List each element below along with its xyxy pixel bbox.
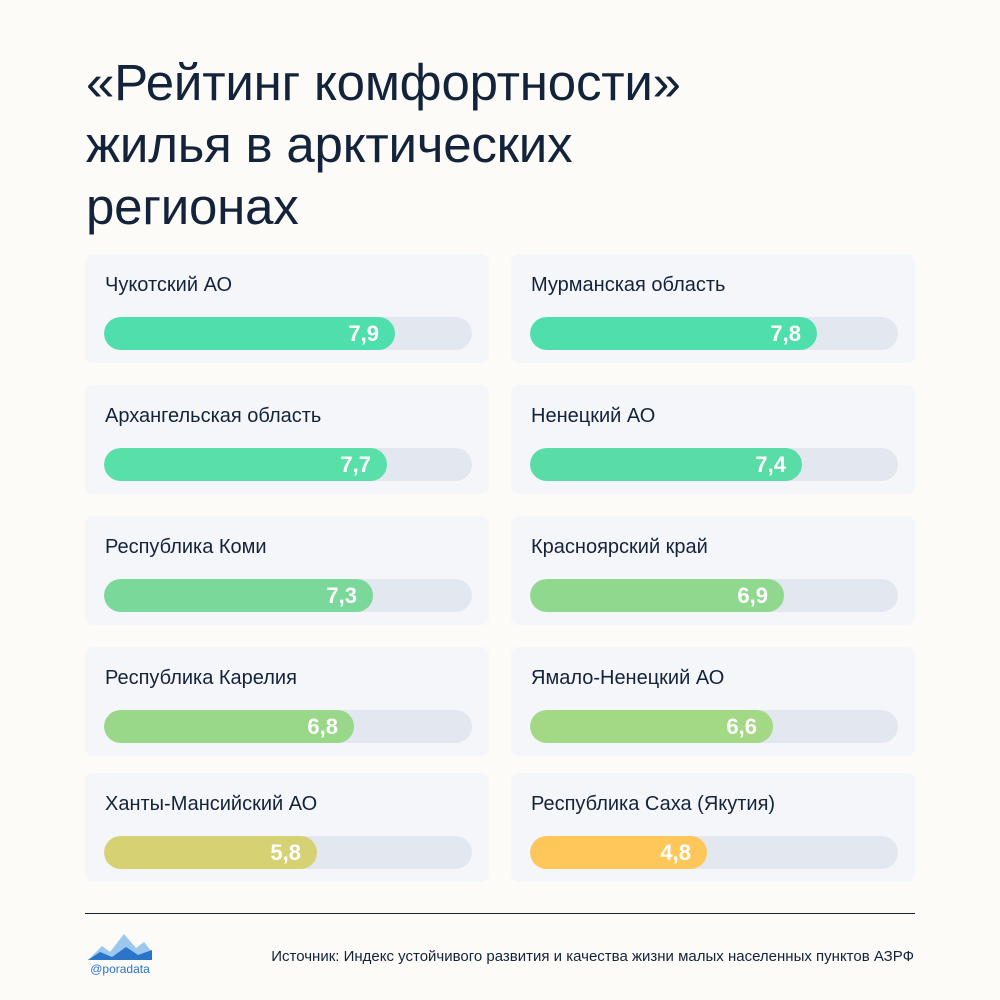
region-card: Чукотский АО 7,9	[85, 254, 489, 363]
bar-value-label: 6,8	[307, 714, 338, 739]
bar-value-label: 6,9	[737, 583, 768, 608]
bar-track: 4,8	[530, 836, 898, 869]
mountain-logo-icon	[88, 934, 152, 960]
bar: 7,3	[104, 579, 373, 612]
bar-track: 7,4	[530, 448, 898, 481]
region-label: Республика Коми	[105, 536, 267, 558]
title-line-1: «Рейтинг комфортности»	[86, 54, 681, 111]
bar-track: 5,8	[104, 836, 472, 869]
poradata-logo: @poradata	[84, 930, 156, 982]
logo-text: @poradata	[90, 962, 150, 976]
bar: 7,7	[104, 448, 387, 481]
region-label: Чукотский АО	[105, 274, 233, 296]
region-card: Ненецкий АО 7,4	[511, 385, 915, 494]
bar-track: 7,8	[530, 317, 898, 350]
region-card: Архангельская область 7,7	[85, 385, 489, 494]
title-line-3: регионах	[86, 178, 299, 235]
region-label: Республика Карелия	[105, 667, 297, 689]
source-note: Источник: Индекс устойчивого развития и …	[271, 948, 914, 965]
bar-value-label: 5,8	[270, 840, 301, 865]
region-card: Ямало-Ненецкий АО 6,6	[511, 647, 915, 756]
region-card: Красноярский край 6,9	[511, 516, 915, 625]
bar-value-label: 6,6	[726, 714, 757, 739]
bar-value-label: 7,3	[326, 583, 357, 608]
region-card: Республика Коми 7,3	[85, 516, 489, 625]
title-line-2: жилья в арктических	[86, 116, 573, 173]
bar: 4,8	[530, 836, 707, 869]
bar-track: 6,9	[530, 579, 898, 612]
bar: 7,9	[104, 317, 395, 350]
region-label: Ямало-Ненецкий АО	[531, 667, 725, 689]
bar-value-label: 7,4	[755, 452, 786, 477]
page-title: «Рейтинг комфортности» жилья в арктическ…	[86, 52, 906, 238]
bar-value-label: 7,8	[770, 321, 801, 346]
region-card: Ханты-Мансийский АО 5,8	[85, 773, 489, 882]
bar-track: 7,3	[104, 579, 472, 612]
region-card: Республика Саха (Якутия) 4,8	[511, 773, 915, 882]
bar: 7,4	[530, 448, 802, 481]
bar-value-label: 4,8	[660, 840, 691, 865]
footer-divider	[85, 913, 915, 914]
region-label: Архангельская область	[105, 405, 322, 427]
bar: 6,6	[530, 710, 773, 743]
bar-value-label: 7,7	[340, 452, 371, 477]
bar: 7,8	[530, 317, 817, 350]
bar: 6,8	[104, 710, 354, 743]
bar: 5,8	[104, 836, 317, 869]
region-label: Ненецкий АО	[531, 405, 656, 427]
bar-value-label: 7,9	[348, 321, 379, 346]
bar: 6,9	[530, 579, 784, 612]
bar-track: 6,6	[530, 710, 898, 743]
bar-track: 6,8	[104, 710, 472, 743]
bar-track: 7,7	[104, 448, 472, 481]
bar-track: 7,9	[104, 317, 472, 350]
region-label: Республика Саха (Якутия)	[531, 793, 776, 815]
region-card: Мурманская область 7,8	[511, 254, 915, 363]
region-card: Республика Карелия 6,8	[85, 647, 489, 756]
region-label: Красноярский край	[531, 536, 708, 558]
region-label: Ханты-Мансийский АО	[105, 793, 318, 815]
region-label: Мурманская область	[531, 274, 726, 296]
